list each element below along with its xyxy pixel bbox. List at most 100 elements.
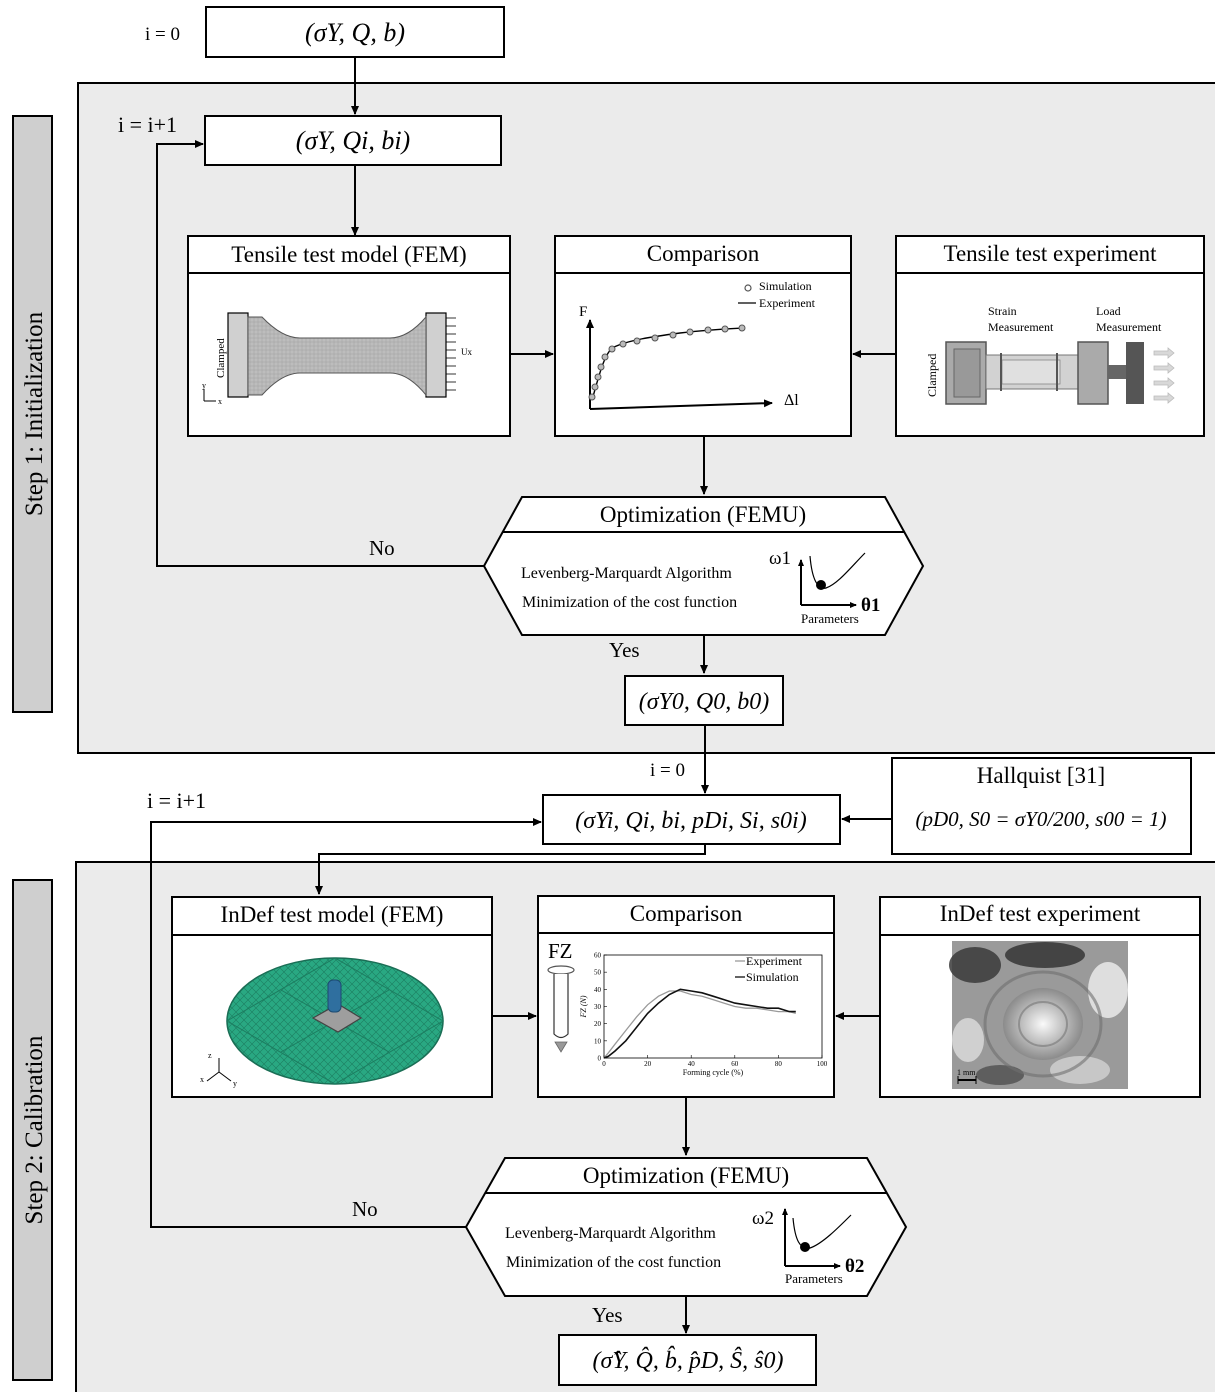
- chart-xlabel: Forming cycle (%): [683, 1068, 744, 1077]
- x-tick-label: 60: [731, 1060, 739, 1068]
- legend-label-simulation: Simulation: [746, 970, 799, 984]
- indef-micrograph: [949, 941, 1128, 1089]
- tensile-load-arrows: [446, 317, 456, 391]
- experiment-clamped-label: Clamped: [925, 354, 939, 397]
- pull-arrows: [1153, 347, 1175, 404]
- step1-side-tab: Step 1: Initialization: [12, 115, 53, 713]
- tensile-model-title: Tensile test model (FEM): [231, 242, 466, 267]
- cost-curve-step1: [809, 552, 866, 589]
- strain-label-1: Strain: [988, 304, 1017, 318]
- tensile-experiment-title: Tensile test experiment: [944, 241, 1158, 266]
- hallquist-box: Hallquist [31] (pD0, S0 = σY0/200, s00 =…: [891, 757, 1192, 855]
- step2-init-counter: i = 0: [650, 760, 685, 781]
- tensile-clamped-label: Clamped: [215, 338, 227, 378]
- tensile-rig-illustration: [945, 341, 1175, 405]
- omega-label-step1: ω1: [769, 548, 791, 569]
- parameters-label-step2: Parameters: [785, 1271, 843, 1286]
- indef-axis-x: x: [200, 1075, 204, 1084]
- tool-icon: [547, 965, 575, 1053]
- x-tick-label: 40: [688, 1060, 696, 1068]
- load-label-1: Load: [1096, 304, 1121, 318]
- dl-axis: [589, 399, 773, 410]
- legend-exp-label: Experiment: [759, 296, 816, 310]
- iter-params-box-step2: [542, 794, 841, 845]
- iter-params-step2: (σYi, Qi, bi, pDi, Si, s0i): [575, 808, 806, 834]
- tensile-ux-label: Ux: [461, 347, 472, 357]
- algorithm-label-step2: Levenberg-Marquardt Algorithm: [505, 1225, 716, 1242]
- arrow-params-to-indef-model: [315, 844, 706, 895]
- step2-side-tab: Step 2: Calibration: [12, 879, 53, 1381]
- indef-experiment-box: InDef test experiment 1 mm: [879, 896, 1201, 1098]
- indef-axes-icon: [206, 1058, 232, 1082]
- simulation-markers-step1: [588, 324, 746, 401]
- minimization-label-step1: Minimization of the cost function: [522, 594, 737, 611]
- series-line-experiment: [603, 990, 796, 1059]
- legend-sim-label: Simulation: [759, 279, 812, 293]
- hallquist-title: Hallquist [31]: [977, 763, 1105, 788]
- comparison-title-step2: Comparison: [630, 901, 743, 926]
- omega-label-step2: ω2: [752, 1208, 774, 1229]
- parameters-label-step1: Parameters: [801, 611, 859, 626]
- load-label-2: Measurement: [1096, 320, 1162, 334]
- y-tick-label: 0: [598, 1055, 602, 1063]
- yes-label-step2: Yes: [592, 1303, 623, 1327]
- x-tick-label: 100: [817, 1060, 828, 1068]
- theta-label-step2: θ2: [845, 1256, 864, 1277]
- y-tick-label: 20: [594, 1020, 602, 1028]
- no-label-step1: No: [369, 536, 395, 560]
- theta-label-step1: θ1: [861, 595, 880, 616]
- cost-curve-step2: [792, 1214, 852, 1249]
- optimization-box-step2: Optimization (FEMU) Levenberg-Marquardt …: [464, 1157, 908, 1297]
- scale-bar-label: 1 mm: [957, 1068, 976, 1077]
- chart-ylabel: FZ (N): [579, 995, 588, 1018]
- result-params-step1: (σY0, Q0, b0): [639, 689, 770, 715]
- result-params-step2: (σ̂Y, Q̂, b̂, p̂D, Ŝ, ŝ0): [593, 1346, 784, 1374]
- x-tick-label: 0: [602, 1060, 606, 1068]
- comparison-title-step1: Comparison: [647, 241, 760, 266]
- hallquist-params: (pD0, S0 = σY0/200, s00 = 1): [915, 807, 1166, 831]
- tensile-axes-icon: [203, 389, 216, 402]
- optimization-title-step2: Optimization (FEMU): [583, 1163, 789, 1188]
- step2-loop-counter: i = i+1: [147, 788, 206, 813]
- step2-label: Step 2: Calibration: [21, 1035, 48, 1224]
- series-line-simulation: [603, 988, 796, 1059]
- x-tick-label: 80: [775, 1060, 783, 1068]
- step1-loop-counter: i = i+1: [118, 112, 177, 137]
- result-box-step1: [624, 675, 784, 726]
- no-loop-step1: [156, 140, 484, 567]
- optimization-title-step1: Optimization (FEMU): [600, 502, 806, 527]
- optimization-box-step1: Optimization (FEMU) Levenberg-Marquardt …: [482, 496, 925, 636]
- f-axis-label: F: [579, 304, 587, 320]
- y-tick-label: 10: [594, 1037, 602, 1045]
- tensile-axis-y: y: [202, 381, 206, 390]
- dl-axis-label: Δl: [784, 392, 799, 409]
- indef-axis-z: z: [208, 1051, 212, 1060]
- algorithm-label-step1: Levenberg-Marquardt Algorithm: [521, 565, 732, 582]
- step1-label: Step 1: Initialization: [21, 311, 48, 516]
- y-tick-label: 50: [594, 969, 602, 977]
- x-tick-label: 20: [644, 1060, 652, 1068]
- y-tick-label: 60: [594, 952, 602, 960]
- legend-sim-marker: [744, 284, 752, 292]
- cost-minimum-step2: [800, 1242, 810, 1252]
- iter-params-box: [204, 115, 502, 166]
- iter-params: (σY, Qi, bi): [296, 126, 410, 155]
- indef-model-box: InDef test model (FEM) z x y: [171, 896, 493, 1098]
- initial-params-box: [205, 6, 505, 58]
- minimization-label-step2: Minimization of the cost function: [506, 1254, 721, 1271]
- fz-corner-label: FZ: [548, 939, 573, 963]
- step1-init-counter: i = 0: [145, 24, 180, 45]
- tensile-axis-x: x: [218, 397, 222, 406]
- initial-params: (σY, Q, b): [305, 18, 405, 47]
- no-loop-step2: [150, 818, 542, 1228]
- yes-label-step1: Yes: [609, 638, 640, 662]
- tensile-specimen-mesh: [227, 312, 447, 398]
- strain-label-2: Measurement: [988, 320, 1054, 334]
- comparison-box-step1: Comparison Simulation Experiment F Δl: [554, 235, 852, 437]
- indef-axis-y: y: [233, 1079, 237, 1088]
- indef-mesh-illustration: [226, 957, 444, 1085]
- no-label-step2: No: [352, 1197, 378, 1221]
- legend-label-experiment: Experiment: [746, 954, 803, 968]
